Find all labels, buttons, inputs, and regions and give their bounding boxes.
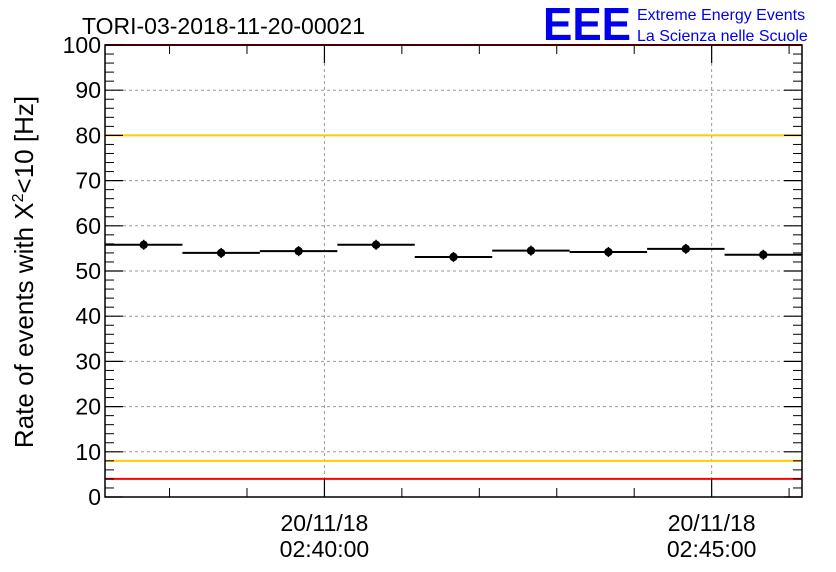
y-tick-label: 0: [88, 484, 101, 510]
tick-labels: 010203040506070809010020/11/1802:40:0020…: [63, 32, 757, 562]
chart-title: TORI-03-2018-11-20-00021: [82, 13, 365, 39]
y-tick-label: 60: [75, 213, 101, 239]
data-point: [216, 248, 226, 258]
y-axis-label-tail: <10 [Hz]: [9, 96, 39, 194]
data-point: [294, 246, 303, 256]
data-point: [526, 246, 536, 255]
data-point: [604, 247, 613, 257]
y-tick-label: 40: [75, 303, 101, 329]
y-tick-label: 50: [75, 258, 101, 284]
y-axis-label-superscript: 2: [10, 193, 27, 202]
x-tick-label-time: 02:40:00: [280, 536, 370, 562]
eee-logo-text: EEE: [543, 0, 631, 50]
axis-ticks: [105, 44, 802, 498]
y-tick-label: 30: [75, 348, 101, 374]
x-tick-label-date: 20/11/18: [281, 510, 369, 536]
y-axis-label-main: Rate of events with X: [9, 202, 39, 448]
data-point: [371, 240, 381, 249]
data-point: [139, 240, 148, 249]
x-tick-label-time: 02:45:00: [667, 536, 757, 562]
y-tick-label: 100: [63, 32, 101, 58]
eee-logo: EEE Extreme Energy Events La Scienza nel…: [543, 0, 808, 50]
y-tick-label: 80: [75, 122, 101, 148]
y-tick-label: 70: [75, 168, 101, 194]
y-tick-label: 10: [75, 439, 101, 465]
data-point: [681, 244, 691, 254]
x-tick-label-date: 20/11/18: [668, 510, 756, 536]
org-name-line2: La Scienza nelle Scuole: [637, 28, 808, 45]
org-name-line1: Extreme Energy Events: [637, 7, 805, 24]
y-axis-label: Rate of events with X2<10 [Hz]: [9, 96, 39, 448]
y-tick-label: 20: [75, 394, 101, 420]
y-tick-label: 90: [75, 77, 101, 103]
data-point: [449, 252, 458, 262]
data-point: [759, 250, 768, 259]
data-series: [105, 239, 802, 262]
